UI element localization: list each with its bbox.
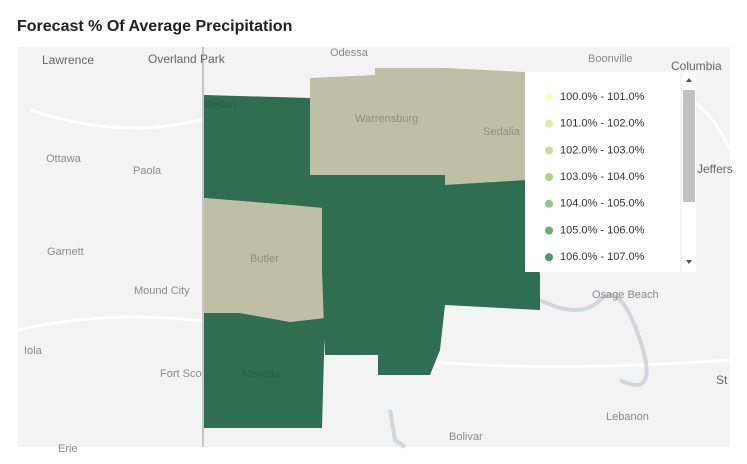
legend-label: 105.0% - 106.0%: [560, 224, 645, 236]
regions: [204, 68, 540, 428]
region-area[interactable]: [204, 313, 325, 428]
legend-label: 104.0% - 105.0%: [560, 198, 645, 210]
region-label: Belton: [205, 99, 236, 111]
place-label: Overland Park: [148, 52, 226, 66]
place-label: Odessa: [330, 47, 369, 59]
place-label: Boonville: [588, 53, 633, 65]
place-label: Fort Sco: [160, 368, 202, 380]
region-area[interactable]: [322, 175, 445, 270]
legend-swatch: [545, 173, 553, 182]
region-label: Butler: [250, 253, 279, 265]
region-area[interactable]: [445, 68, 525, 187]
legend-label: 102.0% - 103.0%: [560, 144, 645, 156]
place-label: Ottawa: [46, 153, 82, 165]
scrollbar-thumb[interactable]: [683, 90, 695, 202]
legend-swatch: [545, 226, 553, 235]
legend-label: 101.0% - 102.0%: [560, 118, 645, 130]
place-label: St: [716, 373, 728, 387]
place-label: Osage Beach: [592, 289, 659, 301]
legend-swatch: [545, 119, 553, 128]
region-area[interactable]: [310, 68, 445, 175]
place-label: Columbia: [671, 59, 722, 73]
legend-label: 100.0% - 101.0%: [560, 91, 645, 103]
scroll-down[interactable]: [686, 260, 692, 264]
place-label: Mound City: [134, 285, 190, 297]
place-label: Erie: [58, 443, 78, 455]
scroll-up[interactable]: [686, 78, 692, 82]
region-label: Sedalia: [483, 126, 521, 138]
legend-label: 106.0% - 107.0%: [560, 251, 645, 263]
place-label: Lawrence: [42, 53, 94, 67]
legend-swatch: [545, 253, 553, 262]
legend-box: [525, 72, 680, 272]
region-area[interactable]: [204, 198, 325, 322]
place-label: Lebanon: [606, 411, 649, 423]
legend: 100.0% - 101.0% 101.0% - 102.0% 102.0% - 1…: [545, 91, 645, 263]
region-label: Nevada: [242, 368, 281, 380]
widget-title: Forecast % Of Average Precipitation: [17, 18, 293, 35]
place-label: Paola: [133, 165, 162, 177]
place-label: Iola: [24, 345, 43, 357]
region-area[interactable]: [322, 270, 445, 375]
region-area[interactable]: [445, 180, 540, 310]
lake: [539, 293, 649, 387]
region-label: Warrensburg: [355, 113, 418, 125]
place-label: Jeffers: [697, 162, 733, 176]
legend-label: 103.0% - 104.0%: [560, 171, 645, 183]
lake: [388, 409, 407, 449]
legend-swatch: [545, 93, 553, 101]
legend-swatch: [545, 146, 553, 155]
place-label: Garnett: [47, 246, 84, 258]
legend-swatch: [545, 199, 553, 208]
region-area[interactable]: [204, 95, 322, 208]
place-label: Bolivar: [449, 431, 483, 443]
